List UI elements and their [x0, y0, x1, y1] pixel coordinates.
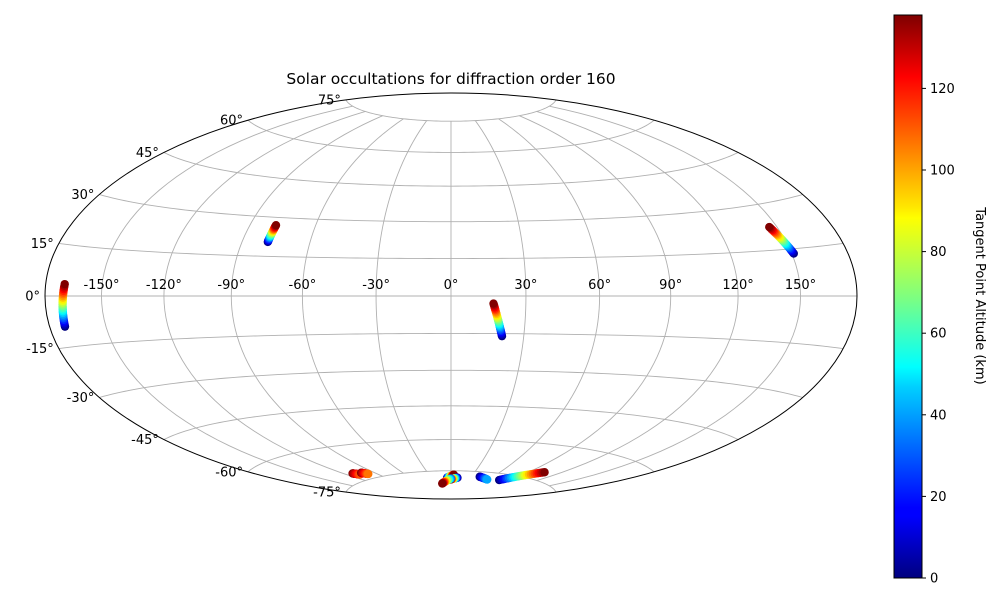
colorbar-tick-label: 20: [930, 490, 947, 505]
occultation-point: [364, 469, 373, 479]
colorbar: 0 20 40 60 80 100 120 Tangent Point Altitude (…: [893, 14, 987, 587]
colorbar-label: Tangent Point Altitude (km): [972, 206, 987, 384]
lat-tick-label: 0°: [25, 290, 40, 305]
lat-tick-label: 60°: [220, 114, 243, 129]
occultation-point: [765, 222, 774, 232]
parallel-line: [345, 99, 557, 122]
lat-tick-label: -60°: [215, 465, 243, 480]
parallel-line: [345, 470, 557, 493]
colorbar-tick-label: 60: [930, 327, 947, 342]
colorbar-gradient: [893, 14, 923, 579]
lon-tick-label: -90°: [217, 278, 245, 293]
lon-tick-label: -30°: [362, 278, 390, 293]
lat-tick-label: 45°: [136, 146, 159, 161]
parallel-line: [99, 369, 803, 398]
tick-labels: -150° -120° -90° -60° -30° 0° 30° 60° 90° 120° 150…: [25, 93, 816, 500]
colorbar-tick-label: 100: [930, 164, 955, 179]
colorbar-tick-label: 80: [930, 245, 947, 260]
lat-tick-label: 75°: [318, 93, 341, 108]
colorbar-ticks: 0 20 40 60 80 100 120: [922, 82, 955, 587]
occultation-point: [438, 479, 447, 488]
occultation-point: [540, 468, 549, 477]
parallel-line: [58, 243, 844, 259]
occultation-points: [58, 220, 798, 488]
lon-tick-label: -60°: [289, 278, 317, 293]
lat-tick-label: -15°: [26, 342, 54, 357]
lon-tick-label: -150°: [83, 278, 119, 293]
lat-tick-label: -30°: [67, 391, 95, 406]
parallel-line: [99, 194, 803, 223]
graticule: [45, 99, 857, 493]
colorbar-tick-label: 0: [930, 572, 938, 587]
lat-tick-label: 15°: [31, 237, 54, 252]
map-boundary: [44, 92, 858, 500]
lon-tick-label: 150°: [785, 278, 816, 293]
lon-tick-label: 60°: [588, 278, 611, 293]
lat-tick-label: -75°: [313, 486, 341, 501]
occultation-point: [271, 220, 281, 230]
lon-tick-label: 120°: [722, 278, 753, 293]
colorbar-tick-label: 40: [930, 408, 947, 423]
lat-tick-label: -45°: [131, 433, 159, 448]
lon-tick-label: 0°: [444, 278, 459, 293]
parallel-line: [163, 405, 739, 440]
parallel-line: [247, 119, 655, 153]
parallel-line: [247, 439, 655, 473]
occultation-point: [489, 299, 498, 308]
occultation-point: [483, 475, 492, 484]
chart-title: Solar occultations for diffraction order…: [286, 70, 615, 88]
lon-tick-label: 30°: [514, 278, 537, 293]
colorbar-tick-label: 120: [930, 82, 955, 97]
lat-tick-label: 30°: [71, 188, 94, 203]
parallel-line: [163, 152, 739, 187]
lon-tick-label: 90°: [659, 278, 682, 293]
occultation-point: [60, 279, 69, 289]
lon-tick-label: -120°: [146, 278, 182, 293]
parallel-line: [58, 333, 844, 349]
